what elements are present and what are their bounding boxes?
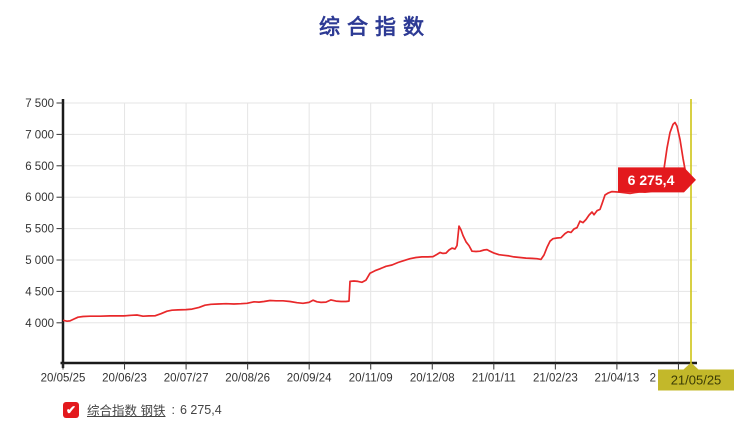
current-value-label: 6 275,4 [628, 172, 675, 188]
x-tick-label: 20/12/08 [410, 373, 455, 385]
x-tick-label: 2 [650, 373, 656, 385]
series-line [62, 121, 692, 323]
x-tick-label: 20/05/25 [41, 373, 86, 385]
chart-title: 综合指数 [319, 15, 431, 39]
cursor-date-label-bg[interactable] [658, 369, 734, 391]
y-tick-label: 7 000 [25, 129, 54, 141]
legend: ✔ 综合指数 钢铁 : 6 275,4 [63, 400, 222, 419]
legend-separator: : [171, 402, 175, 417]
y-tick-label: 4 000 [25, 318, 54, 330]
x-tick-label: 20/11/09 [349, 373, 393, 385]
plot-area[interactable] [63, 103, 697, 363]
y-tick-label: 5 500 [25, 224, 54, 236]
y-tick-label: 6 500 [25, 161, 54, 173]
x-tick-label: 21/01/11 [472, 373, 516, 385]
legend-series-value: 6 275,4 [179, 402, 222, 417]
y-tick-label: 4 500 [25, 286, 54, 298]
y-tick-label: 6 000 [25, 192, 54, 204]
x-tick-label: 20/07/27 [164, 373, 209, 385]
y-tick-label: 5 000 [25, 255, 54, 267]
x-tick-label: 20/06/23 [102, 373, 147, 385]
checkmark-icon: ✔ [65, 402, 77, 417]
cursor-label-pointer [683, 362, 699, 370]
x-tick-label: 21/02/23 [533, 373, 578, 385]
x-tick-label: 20/09/24 [287, 373, 332, 385]
x-tick-label: 20/08/26 [225, 373, 270, 385]
cursor-date-label[interactable]: 21/05/25 [671, 373, 722, 388]
legend-series-label[interactable]: 综合指数 钢铁 [87, 404, 166, 418]
current-value-flag [618, 167, 696, 193]
legend-checkbox[interactable]: ✔ [63, 401, 79, 418]
x-tick-label: 21/04/13 [595, 373, 640, 385]
y-tick-label: 7 500 [25, 98, 54, 110]
